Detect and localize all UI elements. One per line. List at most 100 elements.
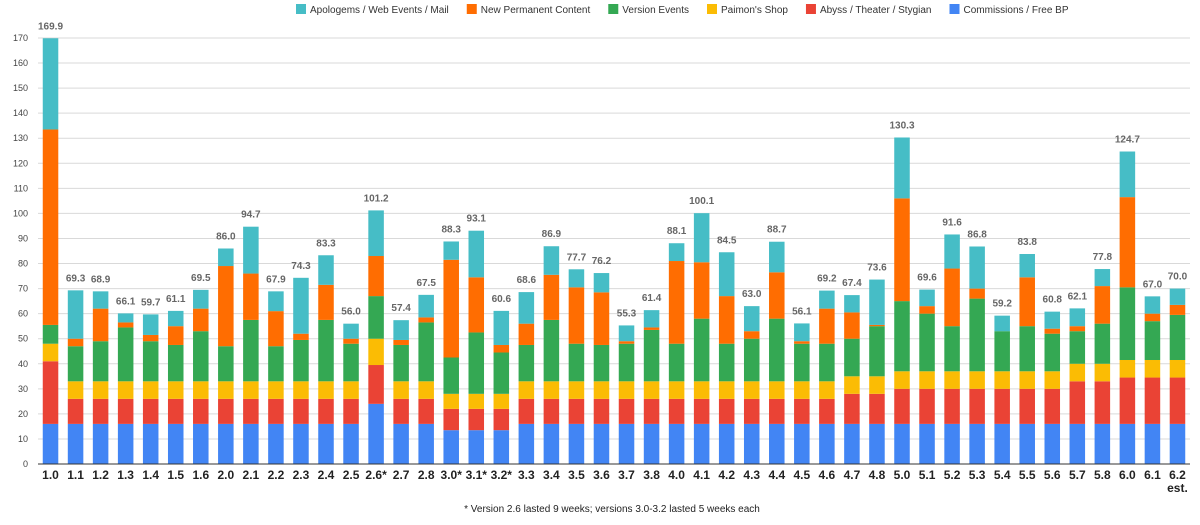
bar-total-label: 66.1 [116,296,136,307]
bar-segment [794,343,810,382]
bar-segment [794,398,810,424]
bar-segment [643,398,660,424]
x-tick-label: 3.4 [543,468,560,482]
bar-segment [142,341,159,382]
bar-total-label: 70.0 [1168,272,1188,283]
x-tick-label: 6.1 [1144,468,1161,482]
bar-segment [1044,371,1061,389]
bar-total-label: 94.7 [241,210,261,221]
bar-segment [1094,423,1111,464]
bar-segment [1144,313,1161,322]
bar-total-label: 59.7 [141,297,161,308]
bar-segment [869,423,885,464]
bar-segment [568,381,585,399]
bar-segment [1044,328,1061,334]
x-tick-label: 3.1* [466,468,488,482]
bar-segment [718,343,735,382]
bar-segment [318,423,334,464]
bar-segment [894,423,910,464]
bar-total-label: 56.1 [792,306,812,317]
bar-segment [743,306,760,332]
bar-segment [794,423,810,464]
bar-segment [42,324,59,344]
x-tick-label: 2.1 [243,468,260,482]
bar-segment [243,226,259,274]
bar-segment [1169,314,1186,361]
bar-total-label: 130.3 [889,120,914,131]
bar-total-label: 63.0 [742,289,762,300]
x-tick-label: 5.3 [969,468,986,482]
bar-segment [42,343,59,362]
x-tick-label: 1.0 [42,468,59,482]
bar-segment [543,423,560,464]
bar-segment [193,423,209,464]
x-tick-label: 5.7 [1069,468,1086,482]
bar-segment [167,344,184,382]
legend-label: Apologems / Web Events / Mail [310,5,449,16]
bar-segment [1119,197,1136,288]
x-tick-label: 2.4 [318,468,335,482]
bar-segment [1169,377,1186,424]
bar-segment [894,301,910,372]
bar-segment [718,381,735,399]
bar-segment [844,295,860,313]
bar-segment [1119,287,1136,361]
x-tick-label: 3.0* [441,468,463,482]
x-tick-label: 6.0 [1119,468,1136,482]
bar-segment [443,357,459,394]
bar-total-label: 68.9 [91,274,111,285]
bar-segment [593,273,610,293]
bar-segment [67,423,84,464]
bar-segment [243,398,259,424]
bar-segment [668,343,685,382]
x-axis-ticks: 1.0 1.1 1.2 1.3 1.4 1.5 1.6 2.0 2.1 2.2 2.3 2.4 2.5 2… [42,468,1188,495]
bar-segment [743,331,760,339]
bar-segment [117,327,134,382]
bar-segment [919,371,935,389]
bar-segment [618,341,635,344]
bar-segment [894,198,910,302]
bar-segment [819,343,835,382]
bar-segment [1094,323,1111,364]
y-tick-label: 140 [13,108,28,118]
bar-segment [844,393,860,424]
bar-segment [994,388,1010,424]
bar-segment [393,344,409,382]
bar-segment [794,323,810,342]
bar-total-label: 124.7 [1115,135,1140,146]
bar-total-labels: 169.9 69.3 68.9 66.1 59.7 61.1 69.5 86.0 94.7 67.… [38,21,1188,319]
bar-total-label: 62.1 [1068,291,1088,302]
bar-total-label: 69.5 [191,273,211,284]
legend-label: New Permanent Content [481,5,591,16]
bar-segment [293,339,309,382]
bar-segment [142,334,159,342]
bar-segment [393,320,409,340]
bar-total-label: 69.6 [917,273,937,284]
bar-segment [493,310,510,345]
y-tick-label: 0 [23,459,28,469]
bar-total-label: 86.9 [542,229,562,240]
x-tick-label: 2.3 [293,468,310,482]
bar-segment [493,408,510,431]
bar-segment [593,344,610,382]
x-tick-label: 4.8 [869,468,886,482]
bar-segment [518,398,535,424]
bar-segment [769,423,785,464]
bar-segment [243,423,259,464]
bar-segment [343,381,359,399]
bar-segment [769,381,785,399]
x-tick-label: 2.5 [343,468,360,482]
x-tick-label: 4.4 [768,468,785,482]
bar-segment [117,322,134,328]
bar-segment [769,318,785,382]
bar-segment [994,331,1010,372]
legend-swatch [805,4,816,14]
x-tick-label: 1.5 [167,468,184,482]
bar-segment [1019,277,1035,327]
bar-segment [894,388,910,424]
bar-segment [643,381,660,399]
bar-segment [193,398,209,424]
bar-segment [443,393,459,409]
bar-total-label: 86.0 [216,231,236,242]
bar-segment [393,423,409,464]
